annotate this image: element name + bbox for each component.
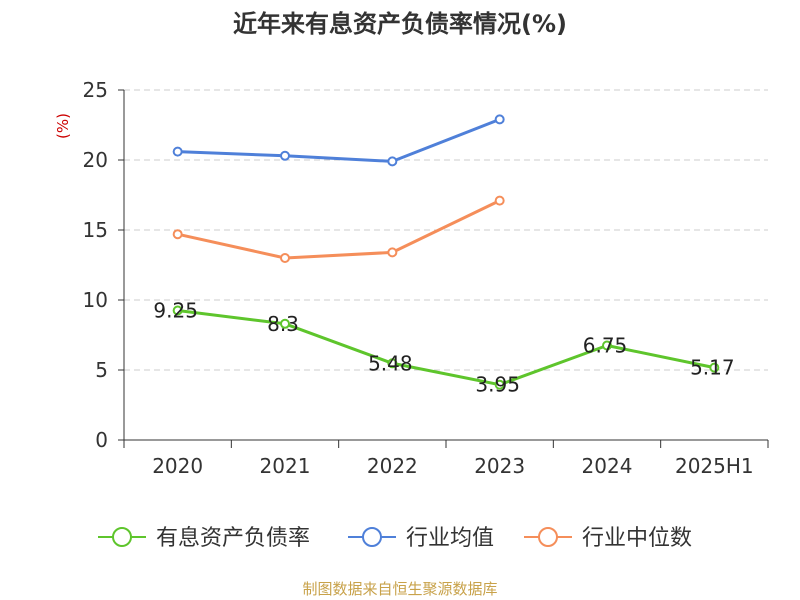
data-point [387, 358, 398, 369]
legend-label: 行业中位数 [582, 526, 692, 551]
y-tick-label: 0 [95, 428, 108, 452]
data-point [387, 247, 398, 258]
data-label: 5.48 [368, 351, 413, 375]
legend-label: 行业均值 [406, 526, 494, 551]
y-tick-label: 5 [95, 358, 108, 382]
data-label: 6.75 [583, 334, 628, 358]
series-line-2 [177, 199, 501, 260]
data-point [494, 114, 505, 125]
data-point [280, 253, 290, 263]
y-axis-label: (%) [54, 113, 72, 139]
data-label: 5.17 [690, 356, 735, 380]
legend-marker [538, 527, 558, 547]
data-point [494, 379, 505, 390]
series-line-1 [177, 118, 501, 163]
x-tick-label: 2021 [260, 454, 311, 478]
x-tick-label: 2025H1 [675, 454, 754, 478]
legend-label: 有息资产负债率 [156, 526, 310, 551]
x-tick-label: 2022 [367, 454, 418, 478]
data-point [709, 362, 720, 373]
data-point [602, 340, 612, 351]
data-point [172, 229, 183, 240]
source-note: 制图数据来自恒生聚源数据库 [302, 580, 498, 598]
data-point [280, 150, 290, 161]
y-tick-label: 20 [83, 148, 108, 172]
data-label: 3.95 [475, 373, 520, 397]
series-line-0 [177, 309, 715, 387]
x-tick-label: 2023 [474, 454, 525, 478]
x-tick-label: 2024 [582, 454, 633, 478]
data-point [280, 318, 290, 329]
data-point [172, 146, 183, 157]
data-label: 9.25 [153, 299, 198, 323]
data-point [387, 156, 398, 167]
y-tick-label: 10 [83, 288, 108, 312]
legend-marker [112, 527, 132, 547]
x-tick-label: 2020 [152, 454, 203, 478]
chart-title: 近年来有息资产负债率情况(%) [233, 10, 567, 38]
y-tick-label: 15 [83, 218, 108, 242]
data-label: 8.3 [267, 312, 299, 336]
data-point [494, 195, 505, 206]
data-point [172, 305, 183, 316]
y-tick-label: 25 [83, 78, 108, 102]
legend-marker [362, 527, 382, 547]
